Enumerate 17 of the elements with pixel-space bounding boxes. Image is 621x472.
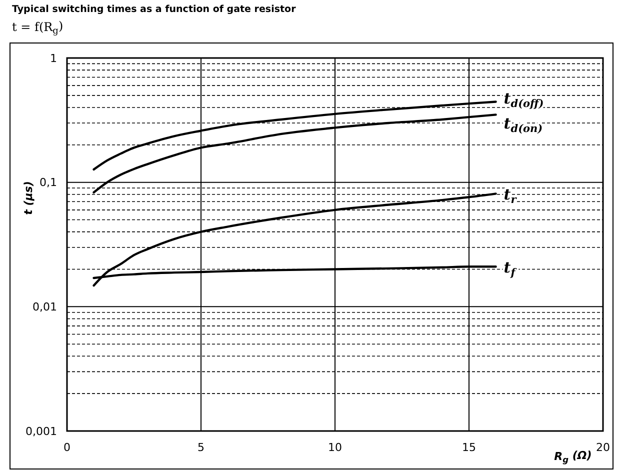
y-tick-label: 0,01 <box>32 300 57 314</box>
x-axis-title: R$_{g}$ (Ω) <box>554 449 592 464</box>
series-label: t$_{d(on)}$ <box>504 114 543 135</box>
series-label: t$_{r}$ <box>504 186 518 206</box>
x-tick-label: 5 <box>198 441 204 454</box>
x-tick-label: 0 <box>64 441 70 454</box>
series-label: t$_{f}$ <box>504 258 518 279</box>
x-tick-label: 10 <box>328 441 342 454</box>
chart-title: Typical switching times as a function of gate resistor <box>12 4 296 15</box>
y-tick-label: 0,001 <box>26 424 57 438</box>
y-axis-title: t (µs) <box>22 181 35 215</box>
series-label: t$_{d(off)}$ <box>504 90 544 110</box>
y-tick-label: 1 <box>50 52 57 65</box>
chart-subtitle: t = f(R$_{g}$) <box>12 19 64 37</box>
y-tick-label: 0,1 <box>40 176 57 190</box>
x-tick-label: 20 <box>596 441 610 454</box>
x-tick-label: 15 <box>462 441 476 454</box>
